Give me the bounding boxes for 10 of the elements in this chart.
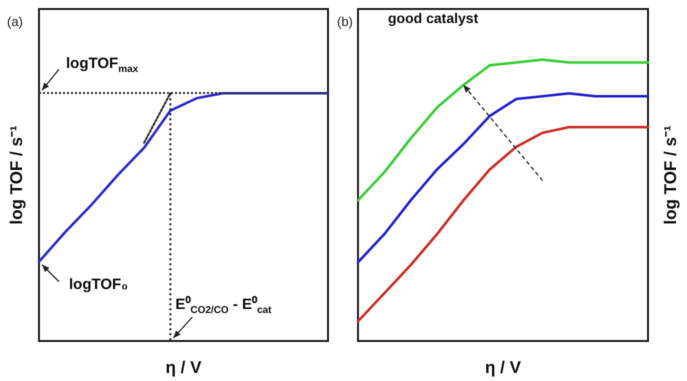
annotation: E⁰$_{CO2/CO}$ - E⁰$_{cat}$ xyxy=(175,294,272,316)
chart-title: (a) xyxy=(7,14,23,29)
y-axis-title: log TOF / s⁻¹ xyxy=(661,125,680,225)
x-axis-title: η / V xyxy=(166,358,202,377)
chart-title: (b) xyxy=(337,14,353,29)
text: good catalyst xyxy=(388,10,478,26)
annotation: logTOF$_{max}$ xyxy=(66,55,138,76)
annotation: logTOF₀ xyxy=(69,276,128,293)
y-axis-title: log TOF / s⁻¹ xyxy=(7,125,26,225)
x-axis-title: η / V xyxy=(485,358,522,377)
